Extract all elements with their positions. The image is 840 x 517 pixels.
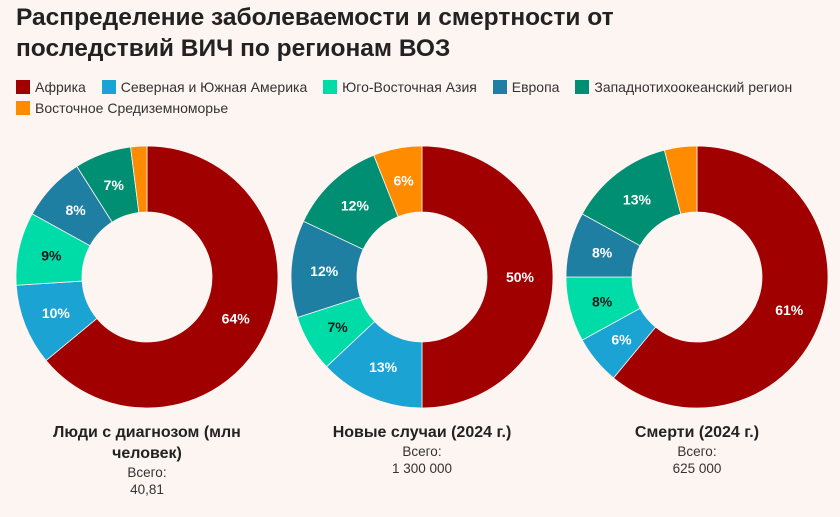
data-label-americas: 13% bbox=[369, 359, 398, 375]
legend-swatch bbox=[575, 80, 590, 94]
legend-item-americas: Северная и Южная Америка bbox=[101, 77, 308, 98]
data-label-africa: 61% bbox=[775, 302, 804, 318]
slice-e-med bbox=[130, 145, 148, 213]
data-label-e-med: 6% bbox=[394, 173, 415, 189]
legend-swatch bbox=[323, 80, 338, 94]
legend-item-w-pacific: Западнотихоокеанский регион bbox=[575, 77, 792, 98]
data-label-se-asia: 7% bbox=[328, 319, 349, 335]
data-label-w-pacific: 13% bbox=[623, 192, 652, 208]
legend-swatch bbox=[101, 80, 116, 94]
legend: Африка Северная и Южная Америка Юго-Вост… bbox=[16, 77, 816, 119]
legend-swatch bbox=[492, 80, 507, 94]
chart-title: Новые случаи (2024 г.) bbox=[332, 424, 512, 441]
legend-label: Европа bbox=[511, 79, 560, 95]
legend-label: Северная и Южная Америка bbox=[120, 79, 308, 95]
data-label-africa: 50% bbox=[506, 269, 535, 285]
caption-diagnosed: Люди с диагнозом (млн человек) Всего: 40… bbox=[27, 422, 267, 498]
legend-swatch bbox=[16, 101, 30, 115]
slice-e-med bbox=[663, 145, 698, 215]
total-label: Всего: bbox=[402, 444, 442, 459]
legend-label: Юго-Восточная Азия bbox=[342, 79, 477, 95]
total-label: Всего: bbox=[127, 465, 167, 480]
data-label-w-pacific: 7% bbox=[104, 177, 125, 193]
data-label-americas: 6% bbox=[611, 331, 632, 347]
data-label-se-asia: 8% bbox=[592, 293, 613, 309]
data-label-europe: 12% bbox=[310, 263, 339, 279]
legend-label: Африка bbox=[35, 79, 86, 95]
legend-item-e-med: Восточное Средиземноморье bbox=[16, 98, 228, 119]
slice-africa bbox=[612, 145, 829, 409]
legend-item-europe: Европа bbox=[492, 77, 560, 98]
data-label-europe: 8% bbox=[592, 245, 613, 261]
caption-deaths: Смерти (2024 г.) Всего: 625 000 bbox=[577, 422, 817, 477]
data-label-africa: 64% bbox=[222, 311, 251, 327]
data-label-se-asia: 9% bbox=[41, 248, 62, 264]
slice-e-med bbox=[373, 145, 423, 218]
legend-swatch bbox=[16, 80, 30, 94]
total-label: Всего: bbox=[677, 444, 717, 459]
total-value: 40,81 bbox=[130, 482, 164, 497]
legend-item-africa: Африка bbox=[16, 77, 86, 98]
chart-title: Люди с диагнозом (млн человек) bbox=[53, 424, 241, 462]
legend-label: Западнотихоокеанский регион bbox=[594, 79, 793, 95]
legend-label: Восточное Средиземноморье bbox=[35, 100, 229, 116]
caption-new-cases: Новые случаи (2024 г.) Всего: 1 300 000 bbox=[302, 422, 542, 477]
data-label-americas: 10% bbox=[42, 305, 71, 321]
slice-africa bbox=[45, 145, 279, 409]
data-label-europe: 8% bbox=[65, 202, 86, 218]
legend-item-se-asia: Юго-Восточная Азия bbox=[323, 77, 477, 98]
data-label-w-pacific: 12% bbox=[341, 198, 370, 214]
slice-africa bbox=[421, 145, 554, 409]
total-value: 625 000 bbox=[672, 461, 722, 476]
chart-title: Смерти (2024 г.) bbox=[634, 424, 760, 441]
page-title: Распределение заболеваемости и смертност… bbox=[16, 4, 614, 62]
total-value: 1 300 000 bbox=[391, 461, 453, 476]
